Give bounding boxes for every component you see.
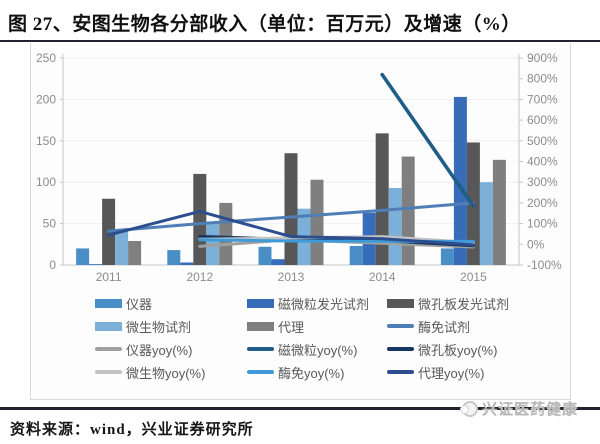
right-axis-label: 0% [527,237,545,251]
legend-line-swatch-icon [247,370,274,374]
legend-item-2: 微孔板发光试剂 [387,295,570,312]
legend-label: 微孔板发光试剂 [418,296,510,312]
right-axis-label: 600% [527,113,558,127]
right-axis-label: 100% [527,217,558,231]
bar [128,240,142,265]
right-axis-label: -100% [527,258,562,272]
bar [284,153,298,265]
bar [180,262,194,265]
left-axis-label: 200 [36,92,56,106]
bar [388,187,402,265]
bar [401,156,415,265]
chart-card: 0 50 100 150 200 250 -100% 0% 100% 200% 300% 400% 50… [30,43,571,400]
title-divider [0,40,600,42]
x-axis-label: 2012 [186,270,213,284]
gridlines [63,57,519,225]
bar [89,264,103,265]
legend-line-swatch-icon [387,370,414,374]
legend-line-swatch-icon [95,370,122,374]
bar [453,96,467,265]
right-axis-label: 500% [527,134,558,148]
bar [349,245,363,265]
x-axis-label: 2011 [96,270,122,284]
bar [492,159,506,265]
line-series-6 [107,209,475,247]
bar [193,173,207,265]
figure-footer: 资料来源：wind，兴业证券研究所 兴证医药健康 [0,400,600,444]
right-axis-label: 700% [527,92,558,106]
bar [310,179,324,265]
brand-watermark: 兴证医药健康 [459,398,578,419]
bar [219,202,233,265]
legend-item-9: 微生物yoy(%) [95,364,247,381]
source-note: 资料来源：wind，兴业证券研究所 [10,422,254,438]
brand-logo-icon [459,400,478,417]
right-axis-label: 800% [527,72,558,86]
x-axis-label: 2013 [278,270,305,284]
legend-item-6: 仪器yoy(%) [95,341,247,358]
legend-bar-swatch-icon [387,298,414,308]
left-axis-label: 0 [49,258,56,272]
right-axis-label: 300% [527,175,558,189]
legend-item-4: 代理 [247,318,387,335]
legend-bar-swatch-icon [247,321,274,331]
legend-item-11: 代理yoy(%) [387,364,570,381]
legend-item-3: 微生物试剂 [95,318,247,335]
legend-item-10: 酶免yoy(%) [247,364,387,381]
right-axis-label: 200% [527,196,558,210]
legend-item-0: 仪器 [95,295,247,312]
left-axis-label: 50 [43,217,57,231]
legend-label: 代理 [278,319,305,335]
right-axis-tick-labels: -100% 0% 100% 200% 300% 400% 500% 600% 700% 800% 9… [519,51,562,272]
bar [76,248,90,265]
legend-label: 微生物试剂 [126,319,192,335]
chart-legend: 仪器 磁微粒发光试剂 微孔板发光试剂微生物试剂 代理 酶免试剂仪器yoy(%) 磁微粒yo… [31,293,570,381]
x-axis-label: 2015 [460,270,487,284]
line-series-2 [380,72,476,208]
left-axis-label: 100 [36,175,56,189]
legend-item-1: 磁微粒发光试剂 [247,295,387,312]
legend-bar-swatch-icon [247,298,274,308]
line-series-0 [107,201,475,233]
x-axis-labels: 2011 2012 2013 2014 2015 [96,270,487,284]
bar [375,133,389,265]
legend-label: 仪器yoy(%) [126,342,193,358]
legend-label: 代理yoy(%) [418,365,485,381]
legend-line-swatch-icon [387,347,414,351]
left-axis-label: 150 [36,134,56,148]
figure-title: 图 27、安图生物各分部收入（单位：百万元）及增速（%） [8,13,521,35]
bar [115,230,129,265]
legend-label: 磁微粒yoy(%) [278,342,358,358]
legend-label: 仪器 [126,296,153,312]
legend-label: 磁微粒发光试剂 [278,296,370,312]
figure-title-row: 图 27、安图生物各分部收入（单位：百万元）及增速（%） [0,0,600,40]
bar [167,250,181,265]
legend-label: 酶免yoy(%) [278,365,345,381]
legend-line-swatch-icon [387,324,414,328]
left-axis-tick-labels: 0 50 100 150 200 250 [36,51,63,272]
bar [271,259,285,265]
legend-label: 微孔板yoy(%) [418,342,498,358]
brand-name: 兴证医药健康 [481,401,578,418]
revenue-growth-combo-chart: 0 50 100 150 200 250 -100% 0% 100% 200% 300% 400% 50… [36,51,562,284]
bar [258,246,272,265]
legend-item-8: 微孔板yoy(%) [387,341,570,358]
bar [440,248,454,265]
legend-bar-swatch-icon [95,321,122,331]
legend-line-swatch-icon [247,347,274,351]
legend-label: 微生物yoy(%) [126,365,206,381]
legend-line-swatch-icon [95,347,122,351]
bar [479,182,493,265]
legend-item-5: 酶免试剂 [387,318,570,335]
legend-bar-swatch-icon [95,298,122,308]
right-axis-label: 400% [527,155,558,169]
left-axis-label: 250 [36,51,56,65]
bar [206,221,220,265]
legend-label: 酶免试剂 [418,319,471,335]
right-axis-label: 900% [527,51,558,65]
x-axis-label: 2014 [369,270,396,284]
bar-series-0 [76,245,454,265]
legend-item-7: 磁微粒yoy(%) [247,341,387,358]
